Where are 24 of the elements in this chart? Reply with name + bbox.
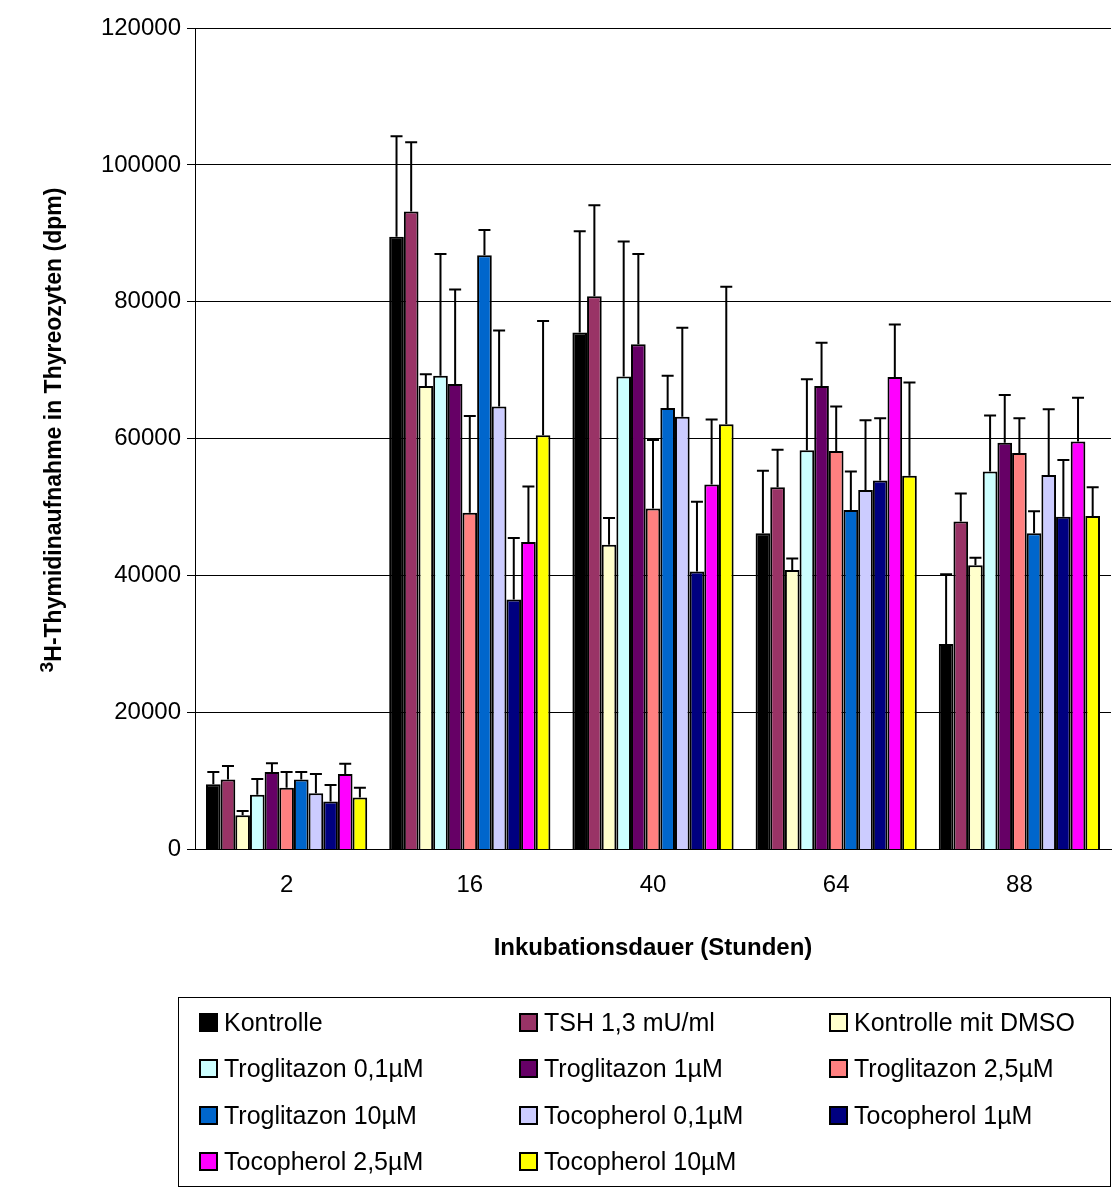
legend-label: TSH 1,3 mU/ml [544,1007,715,1037]
x-tick-label: 88 [1006,870,1033,898]
y-tick-label: 60000 [114,423,181,451]
legend-label: Tocopherol 1µM [854,1100,1033,1130]
legend-label: Troglitazon 2,5µM [854,1054,1054,1084]
legend-label: Kontrolle mit DMSO [854,1007,1075,1037]
y-tick-label: 80000 [114,286,181,314]
y-tick-label: 100000 [100,149,181,177]
legend-label: Tocopherol 0,1µM [544,1100,744,1130]
y-tick-label: 40000 [114,560,181,588]
y-tick-label: 20000 [114,697,181,725]
legend-label: Kontrolle [224,1007,323,1037]
y-tick-label: 120000 [100,12,181,40]
legend-label: Troglitazon 1µM [544,1054,723,1084]
x-tick-label: 16 [456,870,484,898]
y-tick-label: 0 [167,834,181,862]
legend-label: Tocopherol 2,5µM [224,1147,424,1177]
x-axis-title: Inkubationsdauer (Stunden) [493,933,813,961]
x-tick-label: 64 [822,870,850,898]
legend-label: Tocopherol 10µM [544,1147,737,1177]
legend-label: Troglitazon 0,1µM [224,1054,424,1084]
legend-label: Troglitazon 10µM [224,1100,417,1130]
x-tick-label: 2 [279,870,294,898]
x-tick-label: 40 [639,870,667,898]
